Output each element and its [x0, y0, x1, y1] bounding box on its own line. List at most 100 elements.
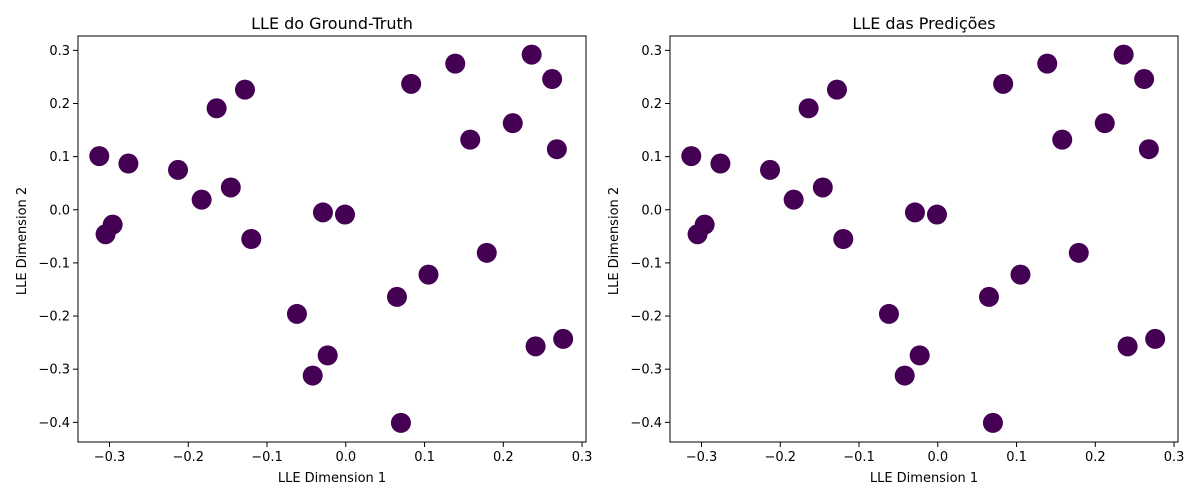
- data-point: [241, 229, 262, 249]
- data-point: [1037, 53, 1058, 74]
- data-point: [1052, 129, 1073, 150]
- data-point: [894, 365, 915, 386]
- data-point: [546, 139, 567, 160]
- x-tick-label: 0.2: [493, 450, 514, 465]
- x-axis-label: LLE Dimension 1: [278, 471, 386, 486]
- y-axis-label: LLE Dimension 2: [15, 187, 30, 295]
- chart-title: LLE das Predições: [852, 14, 995, 33]
- x-tick-label: 0.2: [1085, 450, 1106, 465]
- y-tick-label: −0.3: [38, 363, 70, 378]
- data-point: [118, 153, 139, 174]
- x-tick-label: −0.1: [251, 450, 283, 465]
- scatter-points: [681, 44, 1166, 433]
- y-tick-label: −0.3: [630, 363, 662, 378]
- y-tick-label: −0.2: [630, 310, 662, 325]
- data-point: [95, 224, 116, 245]
- data-point: [812, 177, 833, 198]
- y-tick-label: −0.2: [38, 310, 70, 325]
- data-point: [502, 113, 523, 134]
- data-point: [681, 146, 702, 167]
- y-tick-label: −0.4: [38, 416, 70, 431]
- data-point: [909, 345, 930, 366]
- data-point: [760, 159, 781, 180]
- axis-ticks: −0.3 −0.2 −0.1 0.0 0.1 0.2 0.3 −0.4 −0.3 −0.2 −0.1…: [630, 44, 1184, 465]
- y-tick-label: 0.3: [641, 44, 662, 59]
- plot-frame: [77, 35, 587, 443]
- y-tick-label: 0.0: [49, 203, 70, 218]
- data-point: [926, 204, 947, 225]
- data-point: [476, 242, 497, 263]
- x-tick-label: 0.0: [335, 450, 356, 465]
- data-point: [390, 412, 411, 433]
- y-tick-label: −0.1: [630, 256, 662, 271]
- data-point: [982, 412, 1003, 433]
- data-point: [220, 177, 241, 198]
- data-point: [1068, 242, 1089, 263]
- data-point: [234, 79, 255, 100]
- data-point: [191, 189, 212, 210]
- data-point: [710, 153, 731, 174]
- data-point: [993, 73, 1014, 94]
- x-tick-label: 0.1: [1006, 450, 1027, 465]
- x-tick-label: −0.3: [94, 450, 126, 465]
- axis-ticks: −0.3 −0.2 −0.1 0.0 0.1 0.2 0.3 −0.4 −0.3 −0.2 −0.1…: [38, 44, 592, 465]
- chart-title: LLE do Ground-Truth: [251, 14, 413, 33]
- data-point: [904, 202, 925, 223]
- x-axis-label: LLE Dimension 1: [870, 471, 978, 486]
- data-point: [1010, 264, 1031, 285]
- data-point: [168, 159, 189, 180]
- data-point: [687, 224, 708, 245]
- y-tick-label: −0.1: [38, 256, 70, 271]
- data-point: [783, 189, 804, 210]
- data-point: [542, 69, 563, 90]
- data-point: [206, 98, 227, 119]
- y-tick-label: 0.1: [49, 150, 70, 165]
- x-tick-label: 0.1: [414, 450, 435, 465]
- data-point: [521, 44, 542, 65]
- chart-ground-truth: LLE do Ground-Truth LLE Dimension 1 LLE …: [15, 14, 592, 486]
- y-tick-label: 0.3: [49, 44, 70, 59]
- x-tick-label: 0.3: [1164, 450, 1185, 465]
- data-point: [878, 303, 899, 324]
- data-point: [401, 73, 422, 94]
- data-point: [302, 365, 323, 386]
- scatter-points: [89, 44, 574, 433]
- data-point: [553, 328, 574, 349]
- data-point: [1134, 69, 1155, 90]
- data-point: [286, 303, 307, 324]
- data-point: [460, 129, 481, 150]
- data-point: [1145, 328, 1166, 349]
- x-tick-label: 0.3: [572, 450, 593, 465]
- data-point: [1094, 113, 1115, 134]
- data-point: [1117, 336, 1138, 357]
- y-tick-label: −0.4: [630, 416, 662, 431]
- data-point: [525, 336, 546, 357]
- x-tick-label: −0.3: [686, 450, 718, 465]
- data-point: [418, 264, 439, 285]
- data-point: [89, 146, 110, 167]
- data-point: [833, 229, 854, 249]
- data-point: [445, 53, 466, 74]
- data-point: [317, 345, 338, 366]
- data-point: [1138, 139, 1159, 160]
- plot-frame: [669, 35, 1179, 443]
- data-point: [312, 202, 333, 223]
- x-tick-label: 0.0: [927, 450, 948, 465]
- x-tick-label: −0.1: [843, 450, 875, 465]
- data-point: [826, 79, 847, 100]
- x-tick-label: −0.2: [764, 450, 796, 465]
- data-point: [1113, 44, 1134, 65]
- y-tick-label: 0.2: [641, 97, 662, 112]
- y-tick-label: 0.2: [49, 97, 70, 112]
- data-point: [386, 286, 407, 307]
- y-tick-label: 0.0: [641, 203, 662, 218]
- data-point: [978, 286, 999, 307]
- x-tick-label: −0.2: [172, 450, 204, 465]
- chart-predictions: LLE das Predições LLE Dimension 1 LLE Di…: [607, 14, 1184, 486]
- data-point: [798, 98, 819, 119]
- y-tick-label: 0.1: [641, 150, 662, 165]
- data-point: [334, 204, 355, 225]
- y-axis-label: LLE Dimension 2: [607, 187, 622, 295]
